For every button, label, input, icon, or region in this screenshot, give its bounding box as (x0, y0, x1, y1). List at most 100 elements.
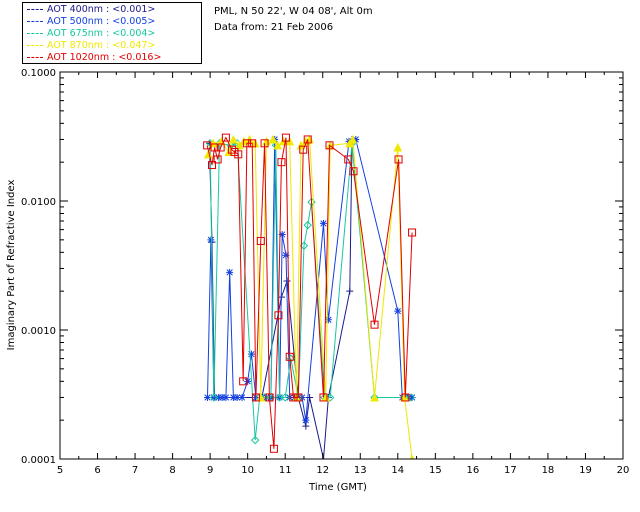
data-point (294, 393, 303, 402)
data-point (234, 150, 243, 159)
data-point (281, 133, 290, 142)
data-point (210, 143, 219, 152)
legend: AOT 400nm : <0.001> AOT 500nm : <0.005> … (22, 2, 202, 64)
data-point (325, 141, 334, 150)
legend-label: AOT 400nm : <0.001> (47, 4, 156, 15)
x-tick-label: 8 (169, 465, 175, 476)
legend-swatch (27, 21, 43, 22)
data-point (239, 377, 248, 386)
x-tick-label: 16 (466, 465, 479, 476)
data-point (319, 219, 327, 227)
series-layer (203, 133, 417, 459)
site-location: PML, N 50 22', W 04 08', Alt 0m (214, 6, 373, 17)
data-point (248, 139, 257, 148)
data-point (265, 393, 274, 402)
data-point (408, 393, 416, 401)
x-tick-label: 19 (579, 465, 592, 476)
data-point (204, 393, 212, 401)
data-point (348, 134, 358, 144)
data-point (229, 134, 238, 144)
x-tick-label: 7 (132, 465, 138, 476)
x-tick-label: 18 (542, 465, 555, 476)
series (203, 133, 417, 453)
x-tick-label: 17 (504, 465, 517, 476)
data-point (251, 393, 260, 402)
data-point (221, 133, 230, 142)
data-point (273, 140, 283, 150)
y-axis-label: Imaginary Part of Refractive Index (6, 180, 17, 351)
x-axis-label: Time (GMT) (308, 482, 367, 493)
data-point (274, 311, 283, 320)
legend-item: AOT 675nm : <0.004> (27, 28, 155, 40)
data-point (299, 145, 308, 154)
data-point (227, 145, 236, 154)
data-point (238, 393, 246, 401)
legend-swatch (27, 45, 43, 46)
data-point (306, 393, 314, 401)
data-point (277, 158, 286, 167)
data-point (393, 142, 403, 152)
data-point (319, 455, 327, 459)
series-line (206, 136, 413, 449)
x-tick-label: 11 (279, 465, 292, 476)
data-point (346, 287, 354, 295)
legend-label: AOT 675nm : <0.004> (47, 28, 156, 39)
series-line (209, 142, 411, 441)
data-point (326, 393, 335, 402)
y-tick-label: 0.0100 (21, 197, 56, 208)
data-point (303, 135, 312, 144)
x-tick-label: 15 (429, 465, 442, 476)
data-point (278, 230, 286, 238)
data-point (260, 139, 269, 148)
data-point (303, 220, 312, 230)
data-point (269, 444, 278, 453)
data-point (244, 377, 252, 385)
data-date: Data from: 21 Feb 2006 (214, 22, 334, 33)
legend-item: AOT 400nm : <0.001> (27, 4, 155, 16)
data-point (302, 422, 310, 430)
data-point (233, 393, 241, 401)
data-point (226, 268, 234, 276)
x-tick-label: 20 (617, 465, 630, 476)
data-point (229, 393, 237, 401)
data-point (256, 236, 265, 245)
data-point (319, 393, 328, 402)
legend-label: AOT 1020nm : <0.016> (47, 52, 162, 63)
data-point (282, 251, 290, 259)
legend-label: AOT 500nm : <0.005> (47, 16, 156, 27)
legend-swatch (27, 33, 43, 34)
x-tick-label: 9 (207, 465, 213, 476)
data-point (242, 139, 251, 148)
y-tick-label: 0.1000 (21, 68, 56, 79)
legend-label: AOT 870nm : <0.047> (47, 40, 156, 51)
legend-item: AOT 1020nm : <0.016> (27, 52, 161, 64)
x-tick-label: 6 (94, 465, 100, 476)
data-point (349, 167, 358, 176)
data-point (352, 135, 360, 143)
data-point (409, 454, 415, 459)
site-info: PML, N 50 22', W 04 08', Alt 0m Data fro… (214, 4, 373, 36)
data-point (218, 393, 226, 401)
data-point (344, 155, 353, 164)
x-tick-label: 10 (241, 465, 254, 476)
data-point (302, 416, 310, 424)
x-tick-label: 12 (316, 465, 329, 476)
data-point (280, 393, 290, 402)
data-point (394, 155, 403, 164)
legend-swatch (27, 9, 43, 10)
data-point (214, 393, 222, 401)
data-point (262, 136, 271, 146)
data-point (370, 320, 379, 329)
data-point (296, 140, 306, 150)
x-tick-label: 13 (354, 465, 367, 476)
data-point (207, 236, 215, 244)
legend-swatch (27, 57, 43, 58)
data-point (285, 352, 294, 361)
data-point (222, 393, 230, 401)
data-point (203, 141, 212, 150)
data-point (370, 392, 379, 402)
data-point (289, 393, 298, 402)
data-point (408, 228, 417, 237)
data-point (213, 155, 222, 164)
x-tick-label: 14 (391, 465, 404, 476)
